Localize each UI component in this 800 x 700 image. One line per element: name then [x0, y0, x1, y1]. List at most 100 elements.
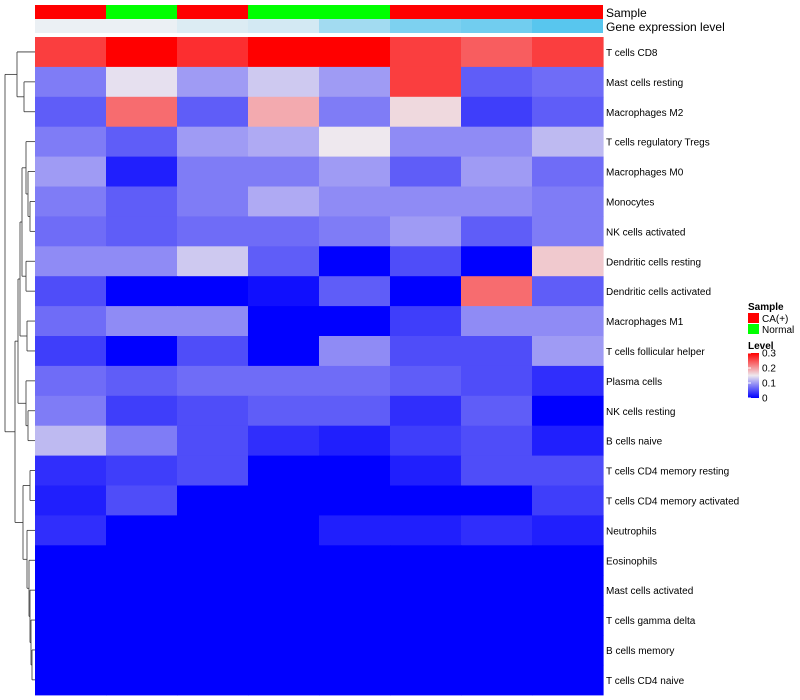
heatmap-cell [390, 96, 462, 128]
heatmap-cell [106, 246, 178, 277]
heatmap-cell [248, 37, 320, 68]
heatmap-cell [35, 37, 107, 68]
gene-expression-annotation-cell [390, 19, 461, 33]
heatmap-cell [35, 216, 107, 247]
row-label: Macrophages M1 [606, 317, 684, 328]
heatmap-cell [35, 455, 107, 487]
heatmap-cell [106, 635, 178, 666]
heatmap-cell [461, 246, 533, 277]
heatmap-cell [532, 66, 604, 98]
heatmap-cell [177, 336, 249, 367]
heatmap-cell [319, 545, 391, 576]
heatmap-cell [177, 186, 249, 217]
heatmap-cell [319, 635, 391, 666]
heatmap-cell [35, 276, 107, 307]
heatmap-cell [532, 37, 604, 68]
heatmap-cell [106, 126, 178, 158]
heatmap-cell [532, 246, 604, 277]
heatmap-cell [461, 96, 533, 128]
legend: Sample CA(+) Normal Level 0.3 0.2 0.1 0 [748, 302, 794, 405]
sample-annotation-cell [532, 5, 603, 19]
heatmap-cell [461, 575, 533, 606]
heatmap-cell [390, 37, 462, 68]
heatmap-cell [390, 575, 462, 606]
heatmap-cell [532, 575, 604, 606]
heatmap-cell [461, 276, 533, 307]
sample-annotation-cell [177, 5, 248, 19]
row-label: Mast cells activated [606, 586, 693, 597]
gene-expression-annotation-cell [248, 19, 319, 33]
heatmap-cell [35, 336, 107, 367]
heatmap-cell [177, 96, 249, 128]
heatmap-cell [461, 37, 533, 68]
heatmap-cell [177, 66, 249, 98]
heatmap-cell [390, 605, 462, 636]
gene-expression-annotation-cell [106, 19, 177, 33]
heatmap-cell [319, 246, 391, 277]
heatmap-cell [35, 156, 107, 188]
heatmap-cell [106, 545, 178, 576]
heatmap-cell [106, 336, 178, 367]
row-label: NK cells activated [606, 227, 685, 238]
heatmap-cell [248, 336, 320, 367]
heatmap-cell [319, 425, 391, 457]
legend-tick-label: 0.3 [762, 349, 776, 360]
heatmap-cell [390, 216, 462, 247]
heatmap-cell [248, 575, 320, 606]
heatmap-cell [390, 365, 462, 397]
legend-tick-label: 0.1 [762, 379, 776, 390]
heatmap-cell [319, 66, 391, 98]
row-label: NK cells resting [606, 407, 675, 418]
row-label: Macrophages M0 [606, 168, 684, 179]
heatmap-cell [319, 276, 391, 307]
heatmap-cell [532, 455, 604, 487]
row-label: Eosinophils [606, 556, 657, 567]
heatmap-cell [177, 664, 249, 696]
heatmap-cell [106, 276, 178, 307]
heatmap-cell [319, 156, 391, 188]
heatmap-cell [461, 664, 533, 696]
heatmap-cell [532, 156, 604, 188]
heatmap-cell [390, 66, 462, 98]
heatmap-cell [461, 306, 533, 337]
heatmap-cell [461, 455, 533, 487]
heatmap-cell [461, 425, 533, 457]
heatmap-cell [248, 515, 320, 546]
heatmap-cell [177, 126, 249, 158]
heatmap-cell [532, 605, 604, 636]
heatmap-cell [319, 186, 391, 217]
heatmap-cell [106, 575, 178, 606]
heatmap-cell [177, 306, 249, 337]
heatmap-cell [106, 664, 178, 696]
heatmap-cell [319, 605, 391, 636]
heatmap-cell [319, 216, 391, 247]
gene-expression-annotation-cell [35, 19, 106, 33]
heatmap-cell [248, 545, 320, 576]
heatmap-cell [461, 365, 533, 397]
heatmap-cell [106, 365, 178, 397]
heatmap-cell [35, 186, 107, 217]
heatmap-cell [35, 66, 107, 98]
heatmap-cell [35, 485, 107, 516]
heatmap-cell [106, 515, 178, 546]
heatmap-cell [35, 545, 107, 576]
heatmap-cell [177, 395, 249, 427]
heatmap-cell [177, 365, 249, 397]
heatmap-cell [390, 126, 462, 158]
heatmap-cell [177, 605, 249, 636]
heatmap-cell [319, 96, 391, 128]
heatmap-cell [390, 156, 462, 188]
heatmap-cell [319, 126, 391, 158]
heatmap-cell [248, 156, 320, 188]
heatmap-cell [532, 126, 604, 158]
gene-expression-annotation-cell [532, 19, 603, 33]
gene-expression-annotation-cell [319, 19, 390, 33]
heatmap-cell [461, 336, 533, 367]
annotation-title-gene-expression: Gene expression level [606, 20, 725, 34]
heatmap-cell [35, 575, 107, 606]
column-annotation-bars [35, 5, 603, 33]
row-label: T cells follicular helper [606, 347, 705, 358]
row-label: T cells CD4 memory activated [606, 496, 739, 507]
row-label: T cells CD8 [606, 48, 658, 59]
heatmap-cell [177, 37, 249, 68]
